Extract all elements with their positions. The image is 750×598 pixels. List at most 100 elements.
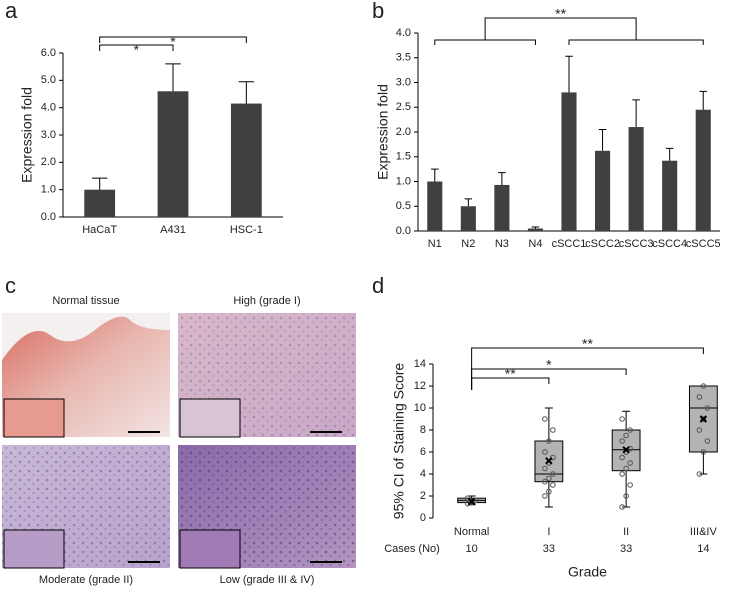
y-tick-label: 0 <box>420 512 426 524</box>
significance-bracket <box>99 44 174 51</box>
data-point <box>704 438 711 444</box>
data-point <box>627 460 633 466</box>
data-point <box>623 432 629 439</box>
inset <box>179 398 241 438</box>
data-point <box>700 416 707 422</box>
data-point <box>627 482 633 488</box>
significance-bracket <box>99 36 247 43</box>
bar <box>427 181 443 231</box>
x-tick-label: II <box>623 526 629 538</box>
mean-marker <box>545 457 553 465</box>
inset <box>3 529 65 569</box>
data-point <box>542 465 548 472</box>
mean-marker <box>467 497 476 506</box>
x-tick-label: N1 <box>428 238 442 250</box>
error-bar <box>665 147 674 161</box>
y-tick-label: 1.0 <box>41 184 56 196</box>
case-count: 33 <box>543 543 555 555</box>
bar <box>561 92 577 232</box>
y-tick-label: 8 <box>420 424 426 436</box>
x-tick-label: A431 <box>160 224 186 236</box>
y-tick-label: 6 <box>420 446 426 458</box>
error-bar <box>165 63 181 92</box>
data-point <box>704 405 711 411</box>
data-point <box>542 493 548 499</box>
data-point <box>550 427 556 433</box>
bar <box>695 109 711 231</box>
significance-label: * <box>134 42 140 58</box>
bar <box>527 228 543 231</box>
data-point <box>700 383 707 389</box>
x-tick-label: cSCC4 <box>652 238 687 250</box>
data-point <box>619 504 625 510</box>
data-point <box>623 493 629 499</box>
significance-bracket <box>484 17 637 40</box>
error-bar <box>431 168 439 182</box>
y-tick-label: 14 <box>414 358 426 370</box>
mean-marker <box>699 415 708 423</box>
whisker <box>622 410 631 430</box>
y-tick-label: 0.5 <box>396 200 411 212</box>
bar <box>494 184 510 231</box>
y-tick-label: 2.0 <box>41 156 56 168</box>
data-point <box>619 416 625 422</box>
bar <box>157 91 189 217</box>
x-tick-label: cSCC1 <box>552 238 587 250</box>
y-tick-label: 1.0 <box>396 175 411 187</box>
image-caption: High (grade I) <box>233 295 300 307</box>
x-tick-label: cSCC5 <box>686 238 721 250</box>
error-bar <box>598 129 607 151</box>
panel-label: c <box>5 273 16 298</box>
panel-label: a <box>5 0 18 23</box>
inset <box>3 398 65 438</box>
image-caption: Moderate (grade II) <box>39 574 133 586</box>
y-tick-label: 1.5 <box>396 151 411 163</box>
data-point <box>542 416 548 422</box>
data-point <box>696 427 703 433</box>
x-tick-label: III&IV <box>690 526 718 538</box>
significance-label: ** <box>505 366 516 382</box>
data-point <box>619 471 625 477</box>
panel-label: b <box>372 0 384 23</box>
case-count: 10 <box>466 543 478 555</box>
y-tick-label: 2.5 <box>396 101 411 113</box>
y-tick-label: 4 <box>420 468 426 480</box>
significance-label: * <box>170 34 176 50</box>
data-point <box>542 478 548 485</box>
data-point <box>550 482 556 488</box>
error-bar <box>632 99 640 128</box>
data-point <box>696 394 703 400</box>
x-tick-label: Normal <box>454 526 489 538</box>
y-tick-label: 3.0 <box>396 76 411 88</box>
image-caption: Low (grade III & IV) <box>220 574 315 586</box>
error-bar <box>699 90 707 110</box>
x-tick-label: HaCaT <box>82 224 117 236</box>
data-point <box>619 438 625 444</box>
histology-images <box>2 313 356 569</box>
cases-label: Cases (No) <box>384 543 440 555</box>
x-tick-label: cSCC2 <box>585 238 620 250</box>
bar <box>595 150 611 231</box>
y-tick-label: 0.0 <box>41 211 56 223</box>
y-tick-label: 0.0 <box>396 225 411 237</box>
x-axis-label: Grade <box>568 564 607 580</box>
x-tick-label: HSC-1 <box>230 224 263 236</box>
y-tick-label: 4.0 <box>396 27 411 39</box>
error-bar <box>498 172 506 185</box>
inset <box>179 529 241 569</box>
x-tick-label: cSCC3 <box>619 238 654 250</box>
y-tick-label: 3.0 <box>41 129 56 141</box>
data-point <box>700 449 707 455</box>
y-tick-label: 12 <box>414 380 426 392</box>
mean-marker <box>622 446 630 454</box>
data-point <box>546 488 552 495</box>
data-point <box>546 438 552 444</box>
whisker <box>622 470 631 508</box>
y-tick-label: 3.5 <box>396 52 411 64</box>
x-tick-label: N4 <box>528 238 542 250</box>
significance-label: ** <box>555 6 566 22</box>
bar <box>628 127 644 231</box>
x-tick-label: N2 <box>461 238 475 250</box>
significance-label: * <box>546 357 552 373</box>
